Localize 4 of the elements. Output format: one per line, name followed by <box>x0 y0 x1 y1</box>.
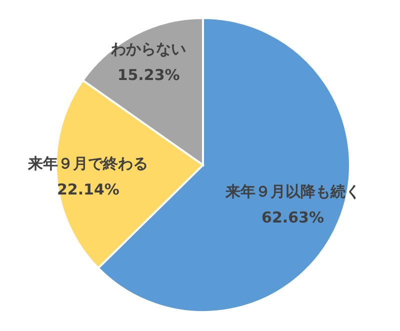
data-label: 15.23% <box>117 66 180 84</box>
data-label: 62.63% <box>262 208 324 227</box>
slice-label: わからない <box>110 40 186 58</box>
slice-label: 来年９月以降も続く <box>224 182 360 201</box>
